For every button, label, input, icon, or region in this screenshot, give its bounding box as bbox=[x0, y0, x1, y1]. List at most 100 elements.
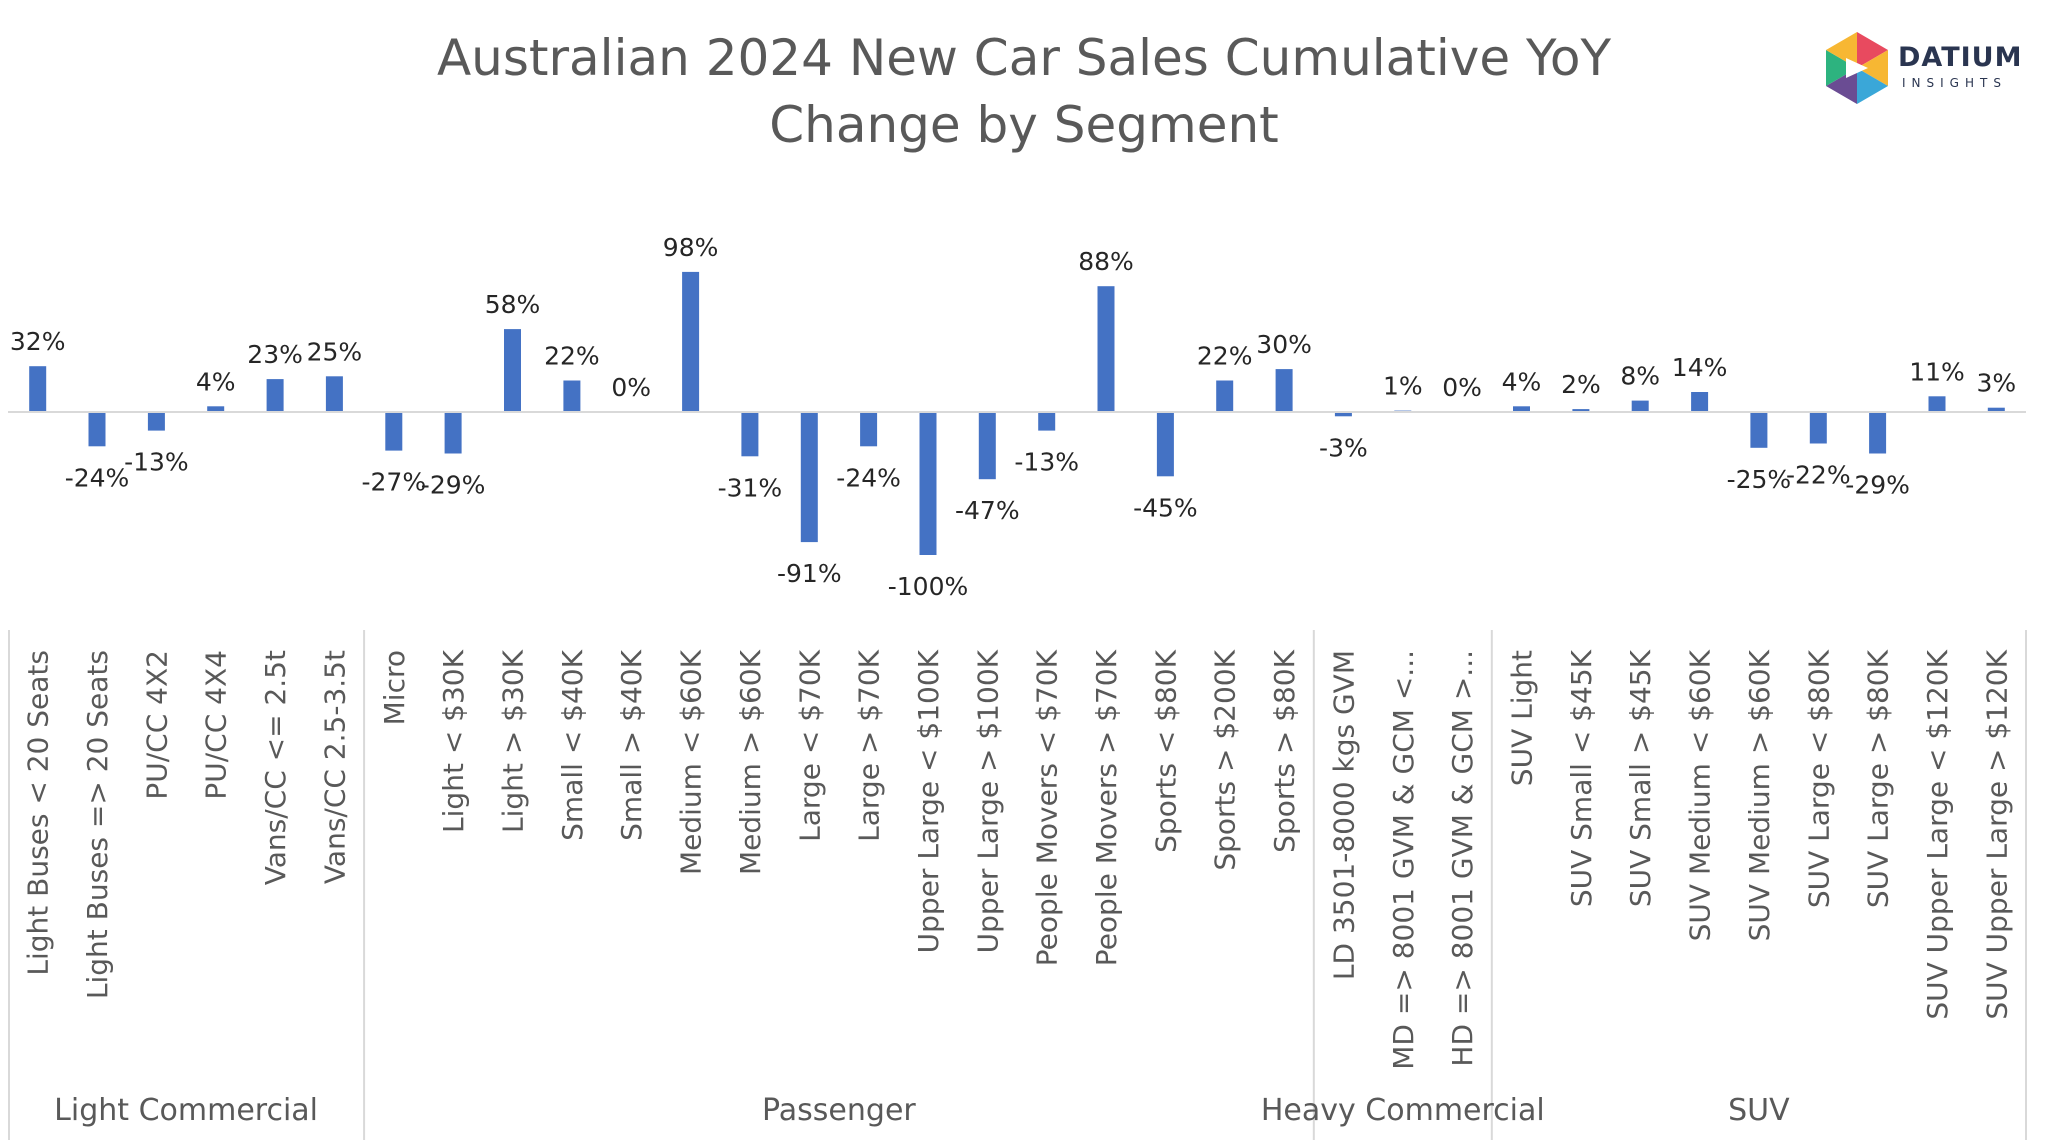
category-label: LD 3501-8000 kgs GVM bbox=[1327, 650, 1360, 980]
category-label: HD => 8001 GVM & GCM >... bbox=[1446, 650, 1479, 1067]
category-label: Vans/CC <= 2.5t bbox=[259, 650, 292, 885]
data-label: -47% bbox=[955, 496, 1020, 525]
category-label: Small > $40K bbox=[615, 649, 648, 840]
bar bbox=[266, 379, 284, 412]
data-label: 22% bbox=[544, 342, 600, 371]
logo-subtitle: INSIGHTS bbox=[1902, 76, 2007, 90]
data-label: -24% bbox=[836, 463, 901, 492]
data-label: 0% bbox=[1442, 373, 1482, 402]
group-label: Passenger bbox=[762, 1093, 916, 1128]
chart-title-line-1: Australian 2024 New Car Sales Cumulative… bbox=[436, 29, 1612, 87]
data-label: -13% bbox=[1014, 448, 1079, 477]
category-label: Light > $30K bbox=[497, 649, 530, 833]
datium-logo: DATIUM INSIGHTS bbox=[1822, 28, 2032, 108]
bar bbox=[1275, 369, 1293, 412]
category-label: SUV Small > $45K bbox=[1624, 649, 1657, 907]
bar bbox=[1334, 412, 1352, 417]
logo-name: DATIUM bbox=[1898, 42, 2023, 73]
data-label: 22% bbox=[1197, 342, 1253, 371]
category-label: SUV Medium > $60K bbox=[1743, 649, 1776, 941]
bar bbox=[1038, 412, 1056, 431]
data-label: 23% bbox=[247, 340, 303, 369]
category-label: SUV Small < $45K bbox=[1565, 649, 1598, 907]
category-label: Light < $30K bbox=[437, 649, 470, 833]
data-label: -29% bbox=[1845, 471, 1910, 500]
bar bbox=[1691, 392, 1709, 412]
data-label: -22% bbox=[1786, 461, 1851, 490]
category-label: Medium > $60K bbox=[734, 649, 767, 875]
category-label: PU/CC 4X4 bbox=[200, 650, 233, 800]
category-label: Large > $70K bbox=[853, 649, 886, 841]
bar bbox=[88, 412, 106, 447]
category-label: People Movers < $70K bbox=[1031, 649, 1064, 966]
bar bbox=[504, 329, 521, 412]
data-label: -24% bbox=[65, 463, 130, 492]
category-label: SUV Large < $80K bbox=[1802, 649, 1835, 908]
bar bbox=[1987, 407, 2005, 412]
data-label: 2% bbox=[1561, 370, 1601, 399]
datium-logo-mark bbox=[1826, 32, 1888, 104]
category-label: SUV Light bbox=[1506, 650, 1539, 786]
chart-title-line-2: Change by Segment bbox=[769, 96, 1279, 154]
bar bbox=[444, 412, 462, 454]
bar bbox=[1750, 412, 1768, 448]
category-label: PU/CC 4X2 bbox=[140, 650, 173, 800]
data-label: 32% bbox=[10, 327, 66, 356]
bar bbox=[741, 412, 759, 457]
category-label: Upper Large > $100K bbox=[971, 649, 1004, 953]
group-label: SUV bbox=[1728, 1093, 1790, 1128]
bar bbox=[919, 412, 937, 555]
bar bbox=[1156, 412, 1174, 477]
data-label: 11% bbox=[1909, 357, 1965, 386]
category-label: SUV Upper Large < $120K bbox=[1921, 649, 1954, 1019]
data-label: 58% bbox=[485, 290, 541, 319]
data-label: -27% bbox=[362, 468, 427, 497]
bar bbox=[325, 376, 343, 413]
category-label: MD => 8001 GVM & GCM <... bbox=[1387, 650, 1420, 1070]
data-label: 0% bbox=[611, 373, 651, 402]
category-label: Medium < $60K bbox=[675, 649, 708, 875]
data-label: -13% bbox=[124, 448, 189, 477]
data-label: -45% bbox=[1133, 493, 1198, 522]
bar bbox=[1869, 412, 1887, 454]
bar bbox=[1631, 400, 1649, 412]
category-label: Micro bbox=[378, 650, 411, 725]
category-label: SUV Large > $80K bbox=[1862, 649, 1895, 908]
data-label: 14% bbox=[1672, 353, 1728, 382]
data-label: -25% bbox=[1727, 465, 1792, 494]
data-label: 4% bbox=[196, 367, 236, 396]
category-label: SUV Medium < $60K bbox=[1684, 649, 1717, 941]
data-label: -91% bbox=[777, 559, 842, 588]
bar bbox=[800, 412, 818, 543]
bar bbox=[978, 412, 996, 480]
bar bbox=[860, 412, 878, 447]
bar bbox=[147, 412, 165, 431]
data-label: 25% bbox=[307, 337, 363, 366]
category-label: Sports > $80K bbox=[1268, 649, 1301, 852]
data-label: 4% bbox=[1502, 367, 1542, 396]
data-label: -100% bbox=[888, 572, 969, 601]
category-label: SUV Upper Large > $120K bbox=[1980, 649, 2013, 1019]
category-label: Small < $40K bbox=[556, 649, 589, 840]
bar bbox=[563, 380, 581, 412]
data-label: 98% bbox=[663, 233, 719, 262]
data-label: -3% bbox=[1319, 433, 1368, 462]
data-label: -31% bbox=[718, 473, 783, 502]
group-label: Heavy Commercial bbox=[1261, 1093, 1545, 1128]
data-label: 8% bbox=[1620, 362, 1660, 391]
category-label: Upper Large < $100K bbox=[912, 649, 945, 953]
bar bbox=[1572, 409, 1590, 412]
bar bbox=[29, 366, 47, 412]
category-label: Sports > $200K bbox=[1209, 649, 1242, 870]
bar bbox=[1097, 286, 1115, 412]
bar bbox=[1216, 380, 1234, 412]
bar bbox=[1513, 406, 1530, 412]
bar bbox=[385, 412, 403, 451]
bar bbox=[1928, 396, 1946, 412]
data-label: 88% bbox=[1078, 247, 1134, 276]
category-label: Vans/CC 2.5-3.5t bbox=[318, 650, 351, 884]
group-label: Light Commercial bbox=[54, 1093, 318, 1128]
category-label: Light Buses => 20 Seats bbox=[81, 650, 114, 999]
